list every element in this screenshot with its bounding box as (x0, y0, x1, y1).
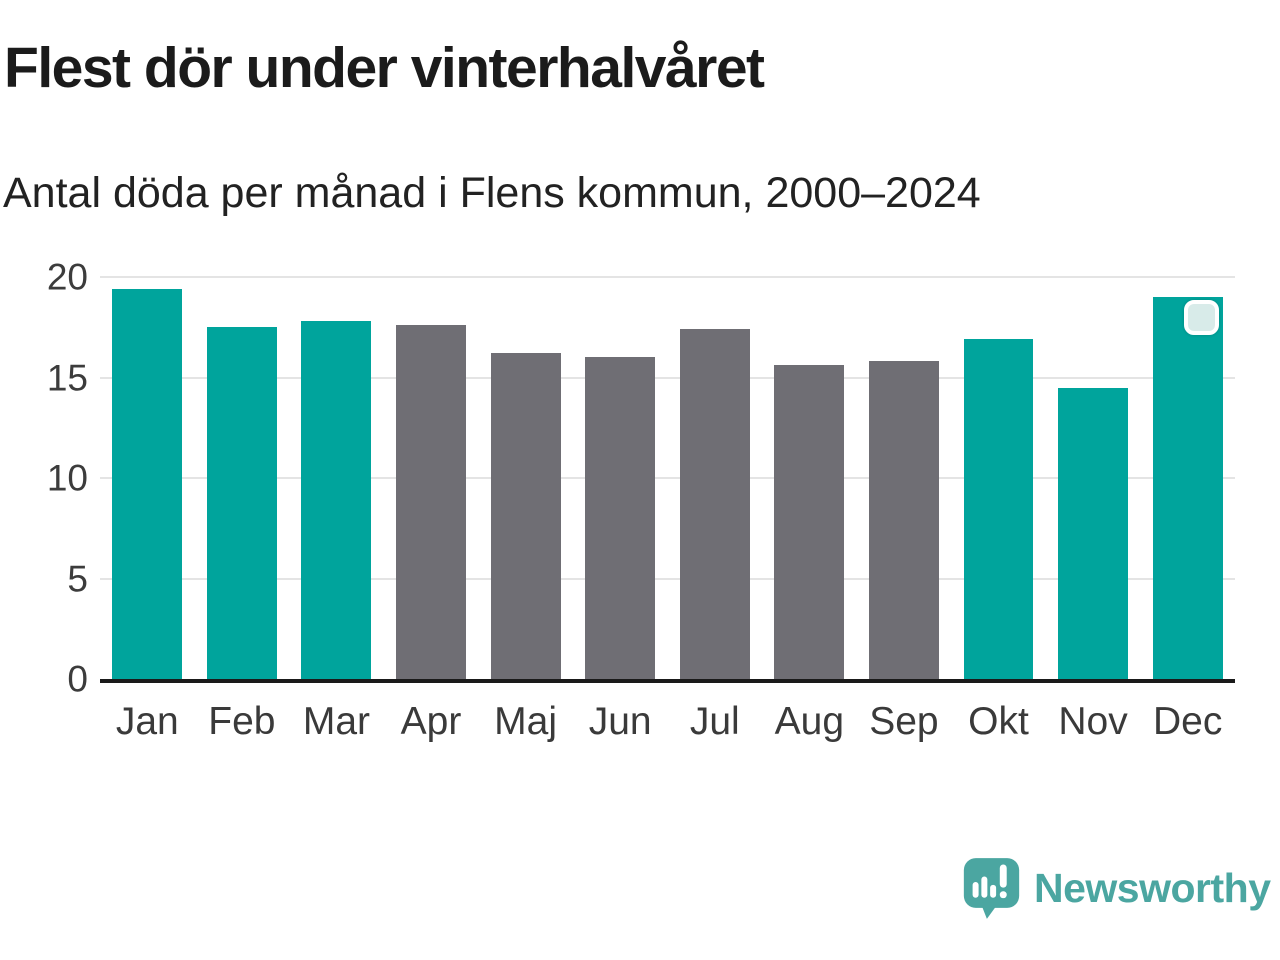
bar-slot-feb (195, 277, 290, 679)
bar-slot-aug (762, 277, 857, 679)
x-tick-label-jul: Jul (689, 700, 740, 743)
x-tick-label-jan: Jan (115, 700, 179, 743)
bar-slot-maj (478, 277, 573, 679)
x-tick-label-jun: Jun (588, 700, 652, 743)
bar-slot-apr (384, 277, 479, 679)
y-tick-label-0: 0 (67, 658, 88, 700)
bar-slot-nov (1046, 277, 1141, 679)
bar-slot-dec (1140, 277, 1235, 679)
chart-title: Flest dör under vinterhalvåret (4, 36, 765, 100)
x-tick-label-feb: Feb (208, 700, 276, 743)
bar-apr (396, 325, 467, 679)
bar-jan (112, 289, 183, 679)
newsworthy-logo-icon (962, 856, 1021, 921)
x-tick-label-okt: Okt (968, 700, 1029, 743)
bar-marker-badge (1183, 300, 1219, 336)
bar-feb (206, 327, 277, 679)
bars (100, 277, 1235, 679)
bar-slot-jun (573, 277, 668, 679)
y-axis-labels: 20 15 10 5 0 (0, 259, 88, 698)
x-tick-label-apr: Apr (400, 700, 462, 743)
gridline-10 (100, 477, 1235, 479)
x-axis-labels: Jan Feb Mar Apr Maj Jun Jul Aug Sep Okt Nov Dec (100, 702, 1235, 741)
x-tick-label-mar: Mar (302, 700, 371, 743)
gridline-5 (100, 577, 1235, 580)
bar-slot-jul (667, 277, 762, 679)
x-tick-label-maj: Maj (494, 700, 558, 743)
bar-slot-mar (289, 277, 384, 679)
bar-okt (963, 339, 1034, 679)
x-tick-label-dec: Dec (1152, 700, 1223, 743)
newsworthy-brand-text: Newsworthy (1034, 865, 1271, 911)
bar-sep (868, 361, 939, 679)
y-tick-label-10: 10 (46, 457, 88, 499)
bar-dec (1152, 297, 1223, 679)
chart-subtitle: Antal döda per månad i Flens kommun, 200… (3, 169, 981, 217)
bar-maj (490, 353, 561, 679)
newsworthy-brand-link[interactable]: Newsworthy (962, 856, 1271, 921)
gridline-15 (100, 376, 1235, 379)
bar-slot-sep (857, 277, 952, 679)
y-tick-label-15: 15 (46, 357, 88, 398)
bar-jul (679, 329, 750, 679)
y-tick-label-20: 20 (46, 256, 88, 298)
bar-jun (585, 357, 656, 679)
plot-area (100, 276, 1235, 683)
bar-nov (1058, 387, 1129, 679)
bar-mar (301, 321, 372, 679)
x-axis-line (100, 679, 1235, 683)
bar-aug (774, 365, 845, 679)
x-tick-label-aug: Aug (774, 700, 845, 743)
bar-slot-jan (100, 277, 195, 679)
bar-slot-okt (951, 277, 1046, 679)
x-tick-label-nov: Nov (1058, 700, 1128, 743)
x-tick-label-sep: Sep (869, 700, 939, 743)
y-tick-label-5: 5 (67, 558, 88, 599)
gridline-20 (100, 276, 1235, 278)
